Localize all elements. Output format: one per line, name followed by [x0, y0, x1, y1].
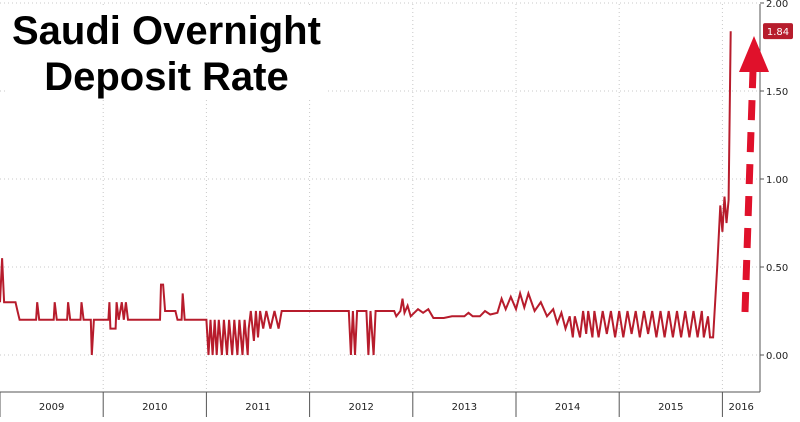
- annotation-layer: 1.84: [739, 23, 793, 313]
- last-value-badge: [763, 23, 793, 40]
- y-tick-label: 1.50: [766, 87, 788, 98]
- x-tick-label: 2013: [452, 402, 477, 413]
- y-tick-label: 0.00: [766, 351, 788, 362]
- x-tick-label: 2015: [658, 402, 683, 413]
- x-tick-label: 2016: [728, 402, 753, 413]
- chart-title-line2: Deposit Rate: [44, 55, 289, 99]
- chart-title: Saudi Overnight Deposit Rate: [6, 8, 327, 100]
- x-tick-label: 2012: [348, 402, 373, 413]
- x-tick-label: 2011: [245, 402, 270, 413]
- x-tick-label: 2009: [39, 402, 64, 413]
- chart-title-line1: Saudi Overnight: [12, 9, 321, 53]
- x-tick-label: 2010: [142, 402, 167, 413]
- last-value-label: 1.84: [767, 27, 789, 38]
- y-tick-label: 1.00: [766, 175, 788, 186]
- y-tick-label: 0.50: [766, 263, 788, 274]
- y-tick-label: 2.00: [766, 0, 788, 10]
- annotation-arrow-head: [739, 36, 769, 72]
- annotation-arrow-shaft: [741, 69, 757, 313]
- series-layer: [0, 31, 732, 356]
- x-tick-label: 2014: [555, 402, 580, 413]
- series-line: [0, 31, 732, 356]
